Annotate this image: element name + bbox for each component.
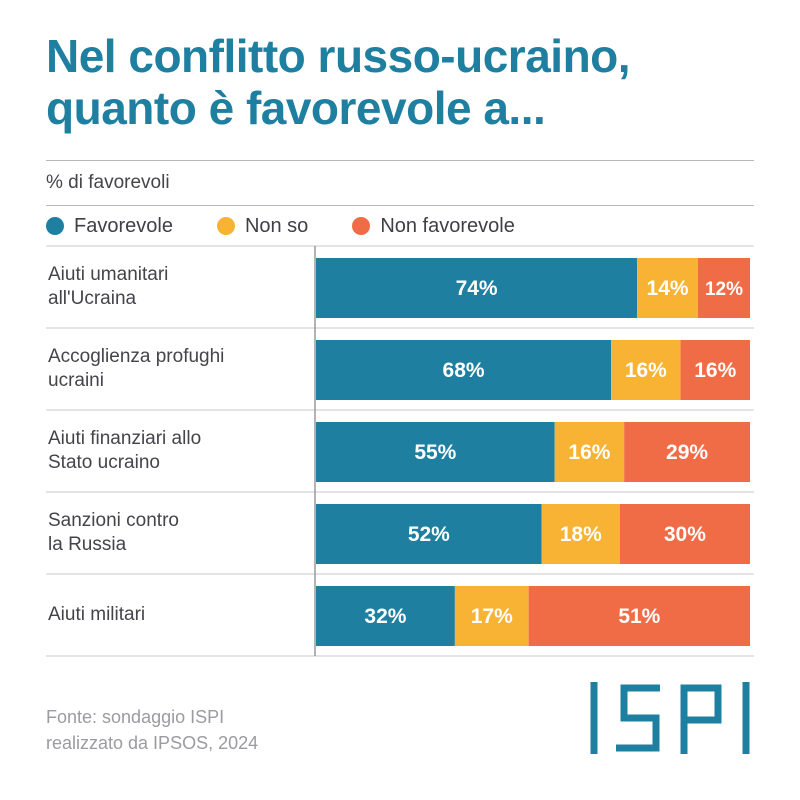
bar-value-label: 51% xyxy=(618,605,660,628)
category-label-line: Accoglienza profughi xyxy=(48,346,225,367)
ispi-logo xyxy=(590,682,750,754)
bar-value-label: 18% xyxy=(560,523,602,546)
legend-swatch-non-so xyxy=(216,217,235,235)
legend-label-favorevole: Favorevole xyxy=(74,214,173,237)
top-divider xyxy=(46,160,754,161)
bar-segment xyxy=(697,258,750,318)
category-label-line: ucraini xyxy=(48,370,104,391)
category-label-line: Sanzioni contro xyxy=(48,510,179,531)
bar-value-label: 14% xyxy=(647,277,689,300)
bar-value-label: 29% xyxy=(666,441,708,464)
legend-item-favorevole: Favorevole xyxy=(46,215,173,238)
bar-value-label: 55% xyxy=(414,441,456,464)
bar-value-label: 32% xyxy=(364,605,406,628)
category-label: Aiuti finanziari allo Stato ucraino xyxy=(48,427,298,475)
bar-value-label: 17% xyxy=(471,605,513,628)
category-label-line: Aiuti finanziari allo xyxy=(48,428,202,449)
source-note: Fonte: sondaggio ISPI realizzato da IPSO… xyxy=(46,704,386,756)
bar-segment xyxy=(611,340,681,400)
legend: Favorevole Non so Non favorevole xyxy=(46,211,559,241)
bar-segment xyxy=(680,340,750,400)
bar-segment xyxy=(554,422,625,482)
category-label-line: Aiuti umanitari xyxy=(48,264,169,285)
bar-value-label: 68% xyxy=(443,359,485,382)
bar-segment xyxy=(619,504,750,564)
bar-value-label: 16% xyxy=(694,359,736,382)
category-label: Aiuti umanitari all'Ucraina xyxy=(48,263,298,311)
bar-segment xyxy=(316,258,638,318)
legend-label-non-so: Non so xyxy=(244,214,309,237)
category-label-line: Stato ucraino xyxy=(48,452,160,473)
chart-subtitle: % di favorevoli xyxy=(46,172,170,193)
chart-title: Nel conflitto russo-ucraino, quanto è fa… xyxy=(46,30,766,134)
source-line-1: Fonte: sondaggio ISPI xyxy=(46,707,225,727)
source-line-2: realizzato da IPSOS, 2024 xyxy=(46,733,259,753)
category-label: Aiuti militari xyxy=(48,603,298,627)
bar-segment xyxy=(454,586,529,646)
bar-segment xyxy=(316,586,455,646)
category-label: Sanzioni contro la Russia xyxy=(48,509,298,557)
bar-segment xyxy=(637,258,698,318)
legend-label-non-favorevole: Non favorevole xyxy=(380,214,515,237)
category-label-line: all'Ucraina xyxy=(48,288,137,309)
category-label: Accoglienza profughi ucraini xyxy=(48,345,298,393)
subtitle-divider xyxy=(46,205,754,206)
bar-segment xyxy=(541,504,620,564)
title-line-2: quanto è favorevole a... xyxy=(46,82,546,134)
legend-item-non-so: Non so xyxy=(216,214,309,238)
category-label-line: Aiuti militari xyxy=(48,604,146,625)
bar-segment xyxy=(316,422,555,482)
bar-segment xyxy=(316,504,542,564)
bar-value-label: 12% xyxy=(705,279,743,300)
legend-swatch-non-favorevole xyxy=(352,217,371,235)
title-line-1: Nel conflitto russo-ucraino, xyxy=(46,30,631,82)
legend-item-non-favorevole: Non favorevole xyxy=(352,215,515,238)
bar-value-label: 52% xyxy=(408,523,450,546)
bar-segment xyxy=(528,586,750,646)
bar-value-label: 74% xyxy=(456,277,498,300)
bar-segment xyxy=(624,422,750,482)
category-label-line: la Russia xyxy=(48,534,127,555)
legend-swatch-favorevole xyxy=(46,217,64,235)
bar-value-label: 16% xyxy=(568,441,610,464)
bar-value-label: 16% xyxy=(625,359,667,382)
bar-value-label: 30% xyxy=(664,523,706,546)
bar-segment xyxy=(316,340,612,400)
